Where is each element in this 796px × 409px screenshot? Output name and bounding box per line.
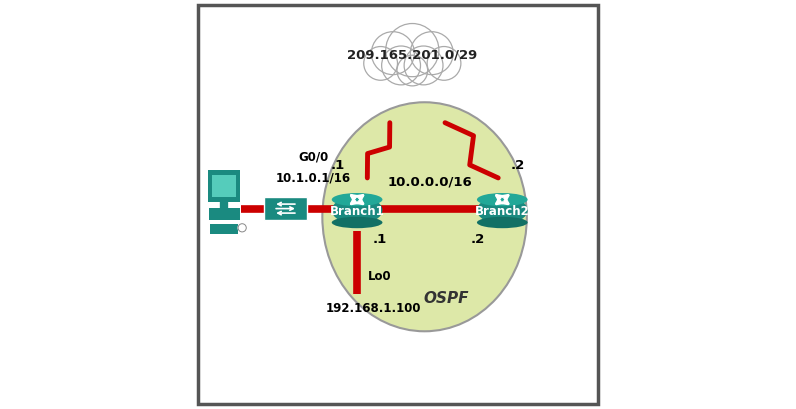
Circle shape bbox=[381, 46, 420, 85]
Circle shape bbox=[427, 47, 461, 80]
Ellipse shape bbox=[477, 217, 528, 228]
Text: G0/0: G0/0 bbox=[298, 151, 328, 164]
Circle shape bbox=[238, 224, 246, 232]
Text: Branch1: Branch1 bbox=[330, 204, 384, 218]
Ellipse shape bbox=[332, 193, 382, 206]
Text: 10.1.0.1/16: 10.1.0.1/16 bbox=[275, 171, 351, 184]
Text: .1: .1 bbox=[373, 233, 387, 246]
Text: Lo0: Lo0 bbox=[368, 270, 392, 283]
FancyBboxPatch shape bbox=[210, 224, 238, 234]
Ellipse shape bbox=[332, 196, 382, 224]
FancyBboxPatch shape bbox=[263, 197, 307, 220]
Ellipse shape bbox=[322, 102, 527, 331]
Ellipse shape bbox=[332, 217, 382, 228]
Ellipse shape bbox=[477, 196, 528, 224]
Text: .2: .2 bbox=[511, 159, 525, 172]
Text: .2: .2 bbox=[470, 233, 485, 246]
FancyBboxPatch shape bbox=[209, 170, 240, 202]
Circle shape bbox=[397, 55, 427, 86]
Text: 10.0.0.0/16: 10.0.0.0/16 bbox=[388, 175, 472, 189]
Circle shape bbox=[364, 47, 397, 80]
Text: 209.165.201.0/29: 209.165.201.0/29 bbox=[347, 49, 478, 62]
Circle shape bbox=[404, 46, 443, 85]
Text: OSPF: OSPF bbox=[423, 291, 469, 306]
Ellipse shape bbox=[477, 193, 528, 206]
Text: Branch2: Branch2 bbox=[475, 204, 529, 218]
FancyBboxPatch shape bbox=[209, 208, 240, 220]
Text: 192.168.1.100: 192.168.1.100 bbox=[326, 302, 421, 315]
Text: .1: .1 bbox=[330, 159, 345, 172]
FancyBboxPatch shape bbox=[212, 175, 236, 197]
Circle shape bbox=[386, 24, 439, 77]
Circle shape bbox=[410, 32, 453, 75]
Circle shape bbox=[372, 32, 415, 75]
